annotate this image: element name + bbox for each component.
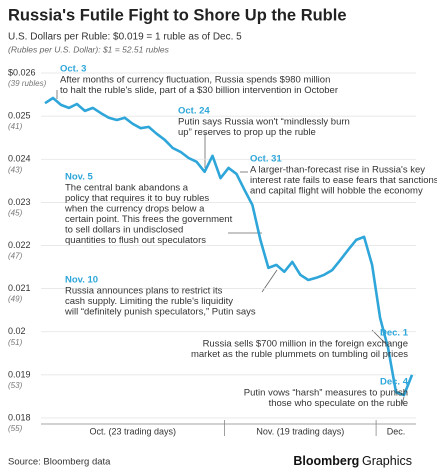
annotation-text: After months of currency fluctuation, Ru… (60, 75, 330, 86)
y2-tick-label: (39 rubles) (8, 79, 47, 88)
leader-line (371, 329, 389, 347)
y2-tick-label: (47) (8, 252, 23, 261)
subtitle: (Rubles per U.S. Dollar): $1 = 52.51 rub… (8, 44, 170, 54)
y-tick-label: 0.019 (8, 369, 31, 379)
y-tick-label: 0.025 (8, 111, 31, 121)
leader-line (401, 396, 405, 405)
y2-tick-label: (49) (8, 295, 23, 304)
y-tick-label: 0.021 (8, 283, 31, 293)
y2-tick-label: (55) (8, 424, 23, 433)
brand-name: Bloomberg (293, 454, 359, 468)
annotation-date: Oct. 3 (60, 64, 86, 75)
annotation-text: to sell dollars in undisclosed (65, 225, 183, 236)
annotation-text: policy that requires it to buy rubles (65, 193, 209, 204)
y2-tick-label: (43) (8, 165, 23, 174)
annotation-text: up” reserves to prop up the ruble (178, 127, 316, 138)
y-tick-label: 0.02 (8, 326, 26, 336)
annotation-text: Putin vows “harsh” measures to punish (244, 388, 408, 399)
annotation-date: Dec. 1 (380, 328, 409, 339)
annotation-text: The central bank abandons a (65, 183, 189, 194)
annotation-text: quantities to flush out speculators (65, 235, 206, 246)
annotation-text: A larger-than-forecast rise in Russia's … (250, 165, 425, 176)
y-tick-label: 0.018 (8, 412, 31, 422)
chart-title: Russia's Futile Fight to Shore Up the Ru… (8, 6, 347, 24)
y2-tick-label: (41) (8, 122, 23, 131)
annotation-text: will “definitely punish speculators,” Pu… (64, 307, 256, 318)
annotation-text: Russia announces plans to restrict its (65, 286, 223, 297)
y2-tick-label: (53) (8, 381, 23, 390)
annotation-date: Dec. 4 (380, 377, 409, 388)
annotation-date: Oct. 31 (250, 154, 282, 165)
subtitle: U.S. Dollars per Ruble: $0.019 = 1 ruble… (8, 32, 242, 43)
x-section-label: Nov. (19 trading days) (256, 426, 344, 436)
y-tick-label: 0.024 (8, 154, 31, 164)
x-section-label: Oct. (23 trading days) (89, 426, 176, 436)
data-line (44, 96, 414, 397)
annotation-text: Russia sells $700 million in the foreign… (203, 339, 408, 350)
y-tick-label: 0.022 (8, 240, 31, 250)
brand-suffix: Graphics (362, 454, 412, 468)
annotation-text: certain point. This frees the government (65, 214, 233, 225)
annotation-text: market as the ruble plummets on tumbling… (191, 349, 408, 360)
annotation-date: Oct. 24 (178, 106, 210, 117)
annotation-text: when the currency drops below a (64, 204, 205, 215)
annotation-text: cash supply. Limiting the ruble's liquid… (65, 296, 233, 307)
annotation-text: interest rate fails to ease fears that s… (250, 175, 437, 186)
source: Source: Bloomberg data (8, 457, 111, 468)
y2-tick-label: (45) (8, 208, 23, 217)
annotation-text: to halt the ruble's slide, part of a $30… (60, 85, 338, 96)
brand: Bloomberg Graphics (293, 454, 412, 468)
annotation-date: Nov. 10 (65, 275, 98, 286)
y-tick-label: 0.023 (8, 197, 31, 207)
annotation-date: Nov. 5 (65, 172, 94, 183)
annotation-text: those who speculate on the ruble (269, 398, 408, 409)
annotation-text: Putin says Russia won't “mindlessly burn (178, 117, 350, 128)
y2-tick-label: (51) (8, 338, 23, 347)
y-tick-label: $0.026 (8, 67, 36, 77)
x-section-label: Dec. (387, 426, 406, 436)
annotation-text: and capital flight will hobble the econo… (250, 186, 423, 197)
